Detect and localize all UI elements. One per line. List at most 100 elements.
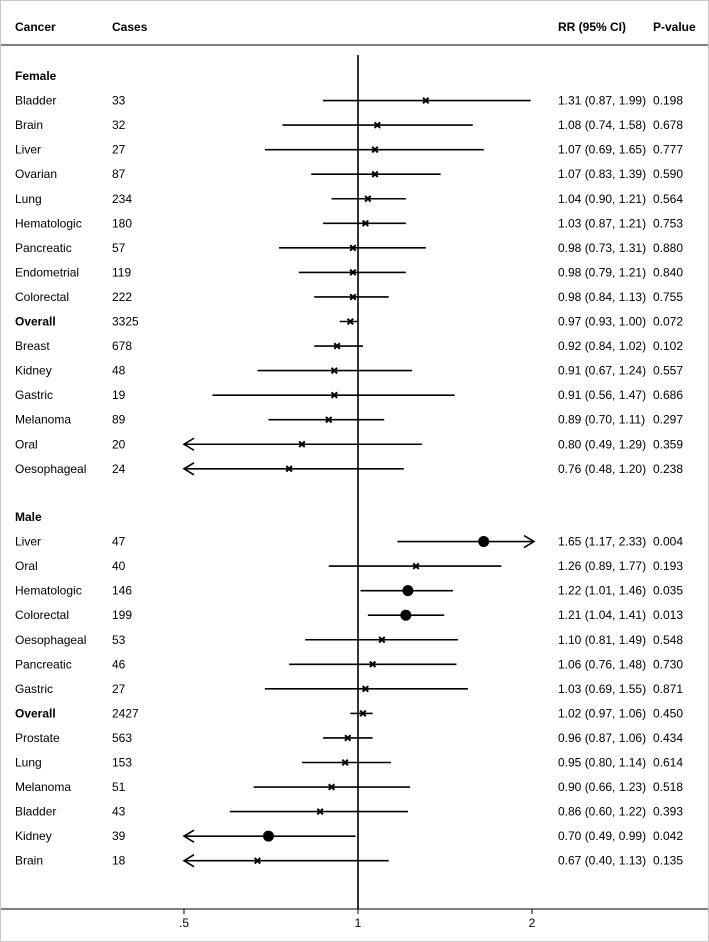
row-rr-male-overall: 1.02 (0.97, 1.06)	[558, 706, 646, 720]
row-rr-female-hematologic: 1.03 (0.87, 1.21)	[558, 216, 646, 230]
row-label-female-endometrial: Endometrial	[15, 265, 79, 279]
row-cases-male-oral: 40	[112, 559, 126, 573]
row-p-female-liver: 0.777	[653, 143, 683, 157]
ci-arrow-left-male-kidney	[182, 829, 195, 843]
row-cases-female-overall: 3325	[112, 315, 139, 329]
row-cases-male-brain: 18	[112, 854, 126, 868]
row-p-male-melanoma: 0.518	[653, 780, 683, 794]
estimate-dot-male-hematologic	[402, 585, 414, 597]
row-rr-male-hematologic: 1.22 (1.01, 1.46)	[558, 584, 646, 598]
estimate-cross-female-overall	[346, 317, 354, 326]
row-label-male-gastric: Gastric	[15, 682, 53, 696]
ci-arrow-left-female-oesophageal	[182, 462, 195, 476]
row-cases-female-ovarian: 87	[112, 167, 126, 181]
row-rr-male-oesophageal: 1.10 (0.81, 1.49)	[558, 633, 646, 647]
row-p-female-brain: 0.678	[653, 118, 683, 132]
row-p-male-kidney: 0.042	[653, 829, 683, 843]
row-cases-female-bladder: 33	[112, 94, 126, 108]
estimate-dot-male-liver	[478, 536, 490, 548]
row-rr-female-lung: 1.04 (0.90, 1.21)	[558, 192, 646, 206]
estimate-cross-female-gastric	[330, 391, 338, 399]
row-p-female-endometrial: 0.840	[653, 265, 683, 279]
row-label-male-brain: Brain	[15, 854, 43, 868]
estimate-cross-female-colorectal	[349, 293, 357, 301]
row-p-female-pancreatic: 0.880	[653, 241, 683, 255]
estimate-cross-male-lung	[341, 758, 349, 767]
row-cases-female-kidney: 48	[112, 364, 126, 378]
row-rr-female-oral: 0.80 (0.49, 1.29)	[558, 437, 646, 451]
row-rr-male-melanoma: 0.90 (0.66, 1.23)	[558, 780, 646, 794]
row-rr-female-overall: 0.97 (0.93, 1.00)	[558, 315, 646, 329]
row-cases-female-oesophageal: 24	[112, 462, 126, 476]
row-label-female-lung: Lung	[15, 192, 42, 206]
x-tick-label-2: 2	[529, 916, 536, 930]
row-cases-female-liver: 27	[112, 143, 126, 157]
row-label-female-ovarian: Ovarian	[15, 167, 57, 181]
row-p-male-colorectal: 0.013	[653, 608, 683, 622]
row-rr-female-melanoma: 0.89 (0.70, 1.11)	[558, 413, 645, 427]
x-tick-label-0: .5	[179, 916, 189, 930]
row-rr-male-lung: 0.95 (0.80, 1.14)	[558, 756, 646, 770]
row-p-male-pancreatic: 0.730	[653, 657, 683, 671]
row-p-male-brain: 0.135	[653, 854, 683, 868]
estimate-cross-male-prostate	[344, 734, 352, 742]
estimate-cross-male-oesophageal	[378, 636, 386, 644]
estimate-cross-female-liver	[371, 146, 379, 154]
group-label-female: Female	[15, 69, 57, 83]
estimate-cross-female-melanoma	[325, 416, 333, 424]
estimate-cross-female-breast	[333, 342, 341, 350]
row-cases-female-brain: 32	[112, 118, 126, 132]
row-cases-female-oral: 20	[112, 437, 126, 451]
row-rr-male-liver: 1.65 (1.17, 2.33)	[558, 535, 646, 549]
row-rr-female-kidney: 0.91 (0.67, 1.24)	[558, 364, 646, 378]
row-cases-male-overall: 2427	[112, 706, 139, 720]
row-rr-male-brain: 0.67 (0.40, 1.13)	[558, 854, 646, 868]
row-label-male-lung: Lung	[15, 756, 42, 770]
row-cases-male-prostate: 563	[112, 731, 132, 745]
header-cases: Cases	[112, 20, 148, 34]
row-label-female-oesophageal: Oesophageal	[15, 462, 86, 476]
estimate-cross-male-bladder	[316, 808, 324, 816]
estimate-cross-male-pancreatic	[369, 660, 377, 668]
row-cases-male-bladder: 43	[112, 805, 126, 819]
x-tick-label-1: 1	[355, 916, 362, 930]
forest-rows: Female Bladder 33 1.31 (0.87, 1.99) 0.198 Bra…	[15, 55, 683, 909]
row-p-male-prostate: 0.434	[653, 731, 683, 745]
row-cases-female-breast: 678	[112, 339, 132, 353]
row-rr-female-gastric: 0.91 (0.56, 1.47)	[558, 388, 646, 402]
row-p-male-lung: 0.614	[653, 756, 683, 770]
row-p-female-bladder: 0.198	[653, 94, 683, 108]
row-p-male-hematologic: 0.035	[653, 584, 683, 598]
row-label-female-oral: Oral	[15, 437, 38, 451]
row-label-female-pancreatic: Pancreatic	[15, 241, 72, 255]
row-rr-female-liver: 1.07 (0.69, 1.65)	[558, 143, 646, 157]
row-cases-male-gastric: 27	[112, 682, 126, 696]
row-rr-male-gastric: 1.03 (0.69, 1.55)	[558, 682, 646, 696]
row-rr-female-bladder: 1.31 (0.87, 1.99)	[558, 94, 646, 108]
row-p-male-bladder: 0.393	[653, 805, 683, 819]
estimate-cross-female-bladder	[422, 97, 430, 105]
estimate-cross-female-kidney	[330, 367, 338, 375]
row-label-male-hematologic: Hematologic	[15, 584, 82, 598]
estimate-cross-male-oral	[412, 562, 420, 570]
row-rr-female-oesophageal: 0.76 (0.48, 1.20)	[558, 462, 646, 476]
row-p-male-oesophageal: 0.548	[653, 633, 683, 647]
row-label-female-hematologic: Hematologic	[15, 216, 82, 230]
row-label-female-overall: Overall	[15, 315, 56, 329]
row-p-female-oral: 0.359	[653, 437, 683, 451]
row-rr-female-colorectal: 0.98 (0.84, 1.13)	[558, 290, 646, 304]
row-label-female-kidney: Kidney	[15, 364, 52, 378]
row-rr-male-pancreatic: 1.06 (0.76, 1.48)	[558, 657, 646, 671]
row-cases-female-hematologic: 180	[112, 216, 132, 230]
row-p-male-overall: 0.450	[653, 706, 683, 720]
row-p-male-oral: 0.193	[653, 559, 683, 573]
row-label-male-overall: Overall	[15, 706, 56, 720]
row-cases-male-liver: 47	[112, 535, 126, 549]
row-cases-male-lung: 153	[112, 756, 132, 770]
row-label-male-bladder: Bladder	[15, 805, 56, 819]
row-cases-female-pancreatic: 57	[112, 241, 126, 255]
estimate-cross-female-pancreatic	[349, 244, 357, 252]
row-cases-male-hematologic: 146	[112, 584, 132, 598]
group-label-male: Male	[15, 510, 42, 524]
